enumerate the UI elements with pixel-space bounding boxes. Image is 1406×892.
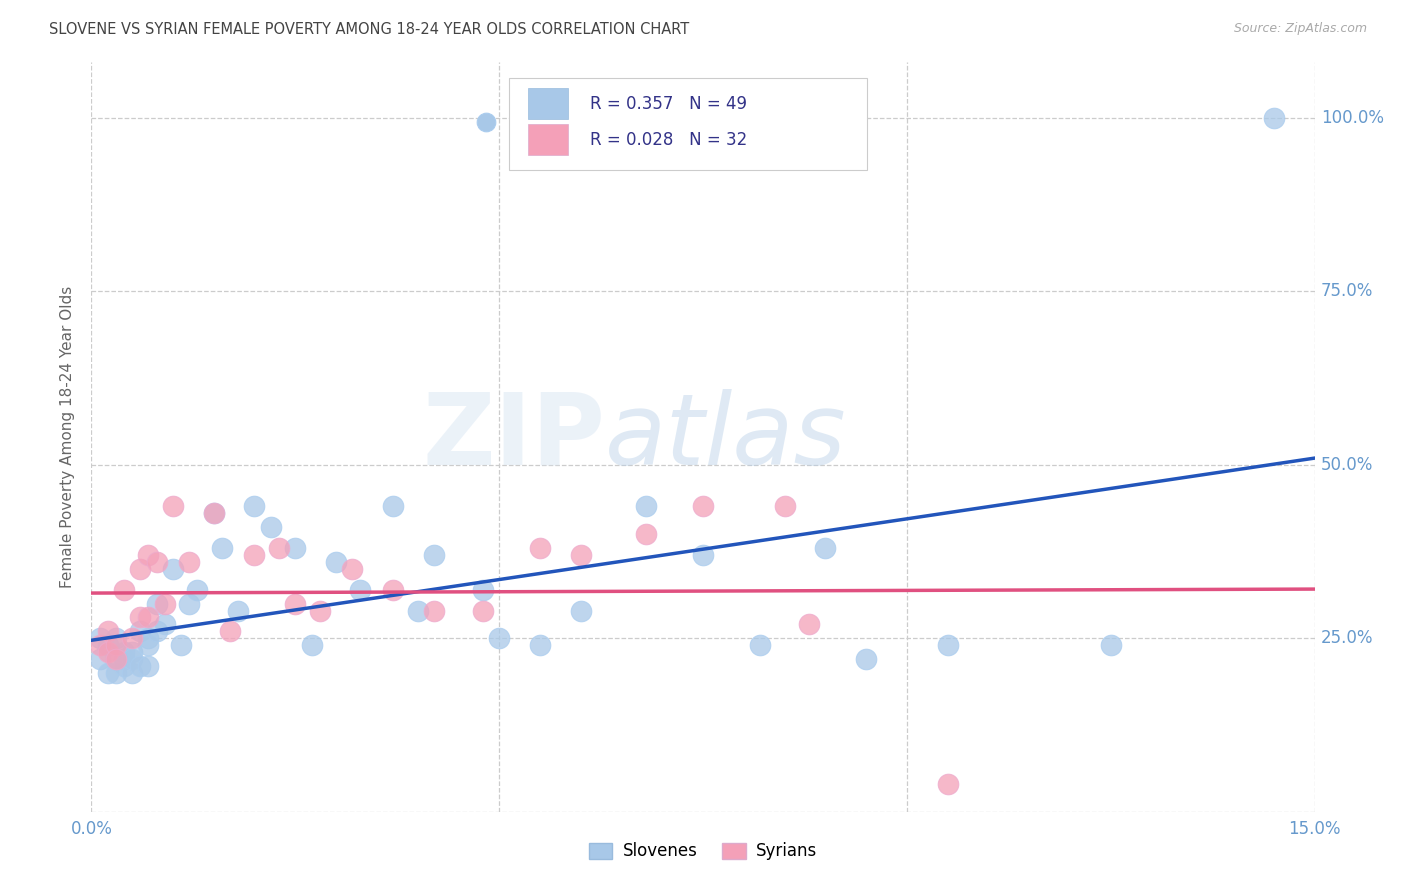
Point: [104, 632, 127, 646]
Text: SLOVENE VS SYRIAN FEMALE POVERTY AMONG 18-24 YEAR OLDS CORRELATION CHART: SLOVENE VS SYRIAN FEMALE POVERTY AMONG 1…: [49, 22, 689, 37]
Point: [325, 555, 347, 569]
Legend: Slovenes, Syrians: Slovenes, Syrians: [582, 836, 824, 867]
Point: [202, 507, 225, 521]
Point: [471, 582, 494, 597]
Point: [104, 638, 127, 652]
Point: [488, 632, 510, 646]
FancyBboxPatch shape: [509, 78, 868, 170]
Text: 75.0%: 75.0%: [1320, 283, 1374, 301]
Point: [179, 597, 201, 611]
Point: [97, 638, 120, 652]
Point: [406, 603, 429, 617]
Point: [936, 638, 959, 652]
Point: [138, 610, 160, 624]
Point: [89, 632, 111, 646]
Point: [162, 562, 184, 576]
Point: [529, 638, 551, 652]
Point: [162, 500, 184, 514]
Y-axis label: Female Poverty Among 18-24 Year Olds: Female Poverty Among 18-24 Year Olds: [60, 286, 76, 588]
Point: [855, 652, 877, 666]
Text: Source: ZipAtlas.com: Source: ZipAtlas.com: [1233, 22, 1367, 36]
Point: [112, 659, 135, 673]
Text: 100.0%: 100.0%: [1320, 109, 1384, 127]
Point: [692, 500, 714, 514]
Point: [342, 562, 364, 576]
Point: [301, 638, 323, 652]
Point: [634, 500, 657, 514]
Point: [471, 603, 494, 617]
Point: [121, 652, 143, 666]
Point: [97, 665, 120, 680]
Point: [692, 548, 714, 562]
Point: [749, 638, 772, 652]
Point: [129, 659, 152, 673]
Text: atlas: atlas: [605, 389, 846, 485]
Point: [89, 638, 111, 652]
FancyBboxPatch shape: [529, 124, 568, 155]
Point: [814, 541, 837, 555]
Point: [634, 527, 657, 541]
Point: [129, 624, 152, 639]
Point: [138, 638, 160, 652]
Point: [112, 645, 135, 659]
Point: [529, 541, 551, 555]
Point: [145, 597, 167, 611]
Point: [97, 645, 120, 659]
Point: [104, 665, 127, 680]
Point: [308, 603, 330, 617]
Text: 25.0%: 25.0%: [1320, 629, 1374, 648]
Point: [129, 610, 152, 624]
Point: [89, 652, 111, 666]
Point: [121, 645, 143, 659]
Point: [423, 548, 446, 562]
Text: R = 0.028   N = 32: R = 0.028 N = 32: [591, 130, 748, 149]
Text: ZIP: ZIP: [422, 389, 605, 485]
Point: [267, 541, 290, 555]
FancyBboxPatch shape: [529, 88, 568, 120]
Point: [423, 603, 446, 617]
Point: [349, 582, 371, 597]
Point: [112, 652, 135, 666]
Point: [121, 665, 143, 680]
Point: [145, 555, 167, 569]
Point: [97, 624, 120, 639]
Point: [153, 597, 176, 611]
Point: [382, 500, 405, 514]
Point: [569, 603, 592, 617]
Point: [121, 632, 143, 646]
Point: [153, 617, 176, 632]
Point: [1263, 111, 1285, 125]
Point: [104, 652, 127, 666]
Point: [138, 548, 160, 562]
Point: [202, 507, 225, 521]
Point: [284, 541, 307, 555]
Point: [569, 548, 592, 562]
Text: 50.0%: 50.0%: [1320, 456, 1374, 474]
Point: [226, 603, 249, 617]
Point: [260, 520, 283, 534]
Point: [211, 541, 233, 555]
Point: [773, 500, 796, 514]
Point: [145, 624, 167, 639]
Point: [1099, 638, 1122, 652]
Point: [186, 582, 208, 597]
Point: [219, 624, 242, 639]
Point: [129, 562, 152, 576]
Point: [243, 548, 266, 562]
Point: [382, 582, 405, 597]
Point: [138, 659, 160, 673]
Point: [936, 777, 959, 791]
Point: [104, 652, 127, 666]
Point: [170, 638, 193, 652]
Text: R = 0.357   N = 49: R = 0.357 N = 49: [591, 95, 748, 112]
Point: [179, 555, 201, 569]
Point: [138, 632, 160, 646]
Point: [284, 597, 307, 611]
Point: [797, 617, 820, 632]
Point: [112, 582, 135, 597]
Point: [243, 500, 266, 514]
